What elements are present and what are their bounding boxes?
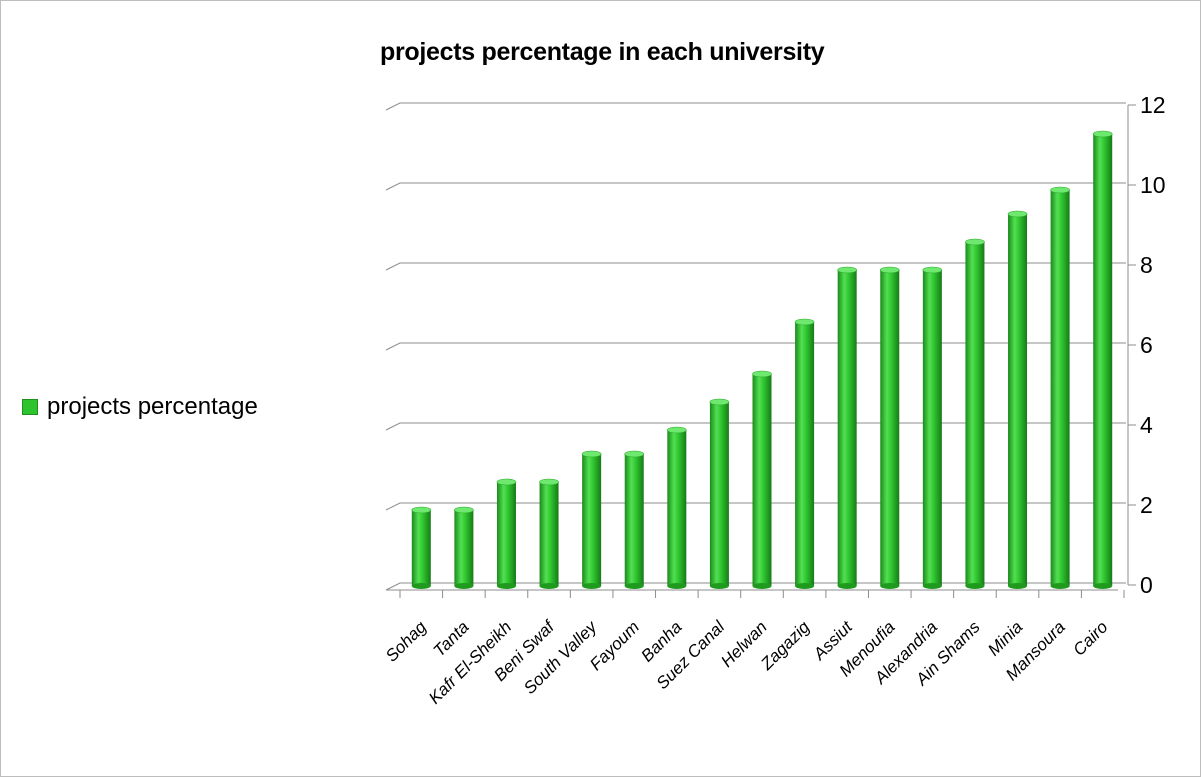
bar-body [539, 482, 559, 586]
bar [752, 370, 772, 589]
bar-body [496, 482, 516, 586]
bar-body [582, 454, 602, 586]
bar-cap [1050, 186, 1070, 194]
bar-cap [752, 370, 772, 378]
gridline [385, 582, 1112, 591]
bar-base [454, 583, 474, 589]
bar-body [411, 510, 431, 586]
bar-body [1008, 214, 1028, 586]
y-tick-label: 4 [1140, 412, 1153, 438]
chart-title: projects percentage in each university [380, 38, 825, 66]
bar-base [1008, 583, 1028, 589]
bar-body [709, 402, 729, 586]
gridline [385, 182, 1112, 191]
gridline [385, 102, 1112, 111]
bar [496, 478, 517, 589]
bar-cap [667, 426, 687, 434]
bar [1092, 130, 1113, 589]
bar-base [582, 583, 602, 589]
bar-cap [1092, 130, 1113, 138]
bar-base [496, 583, 516, 589]
y-tick-label: 10 [1140, 172, 1166, 198]
bar-body [752, 374, 772, 586]
bar-base [539, 583, 559, 589]
legend: projects percentage [22, 393, 258, 421]
gridline [385, 422, 1112, 431]
gridline [385, 502, 1112, 511]
bar-body [795, 322, 815, 586]
y-tick-label: 6 [1140, 332, 1153, 358]
x-tick-label: Sohag [382, 617, 431, 666]
bar-cap [454, 506, 474, 514]
bar-base [795, 583, 815, 589]
bar-base [411, 583, 431, 589]
bar-cap [496, 478, 517, 486]
bar-cap [411, 506, 432, 514]
bar-cap [539, 478, 559, 486]
y-tick-label: 8 [1140, 252, 1153, 278]
bar [879, 266, 900, 589]
y-tick-label: 12 [1140, 92, 1166, 118]
bar-base [709, 583, 729, 589]
legend-swatch [22, 399, 38, 415]
bar-base [752, 583, 772, 589]
bar [922, 266, 943, 589]
bar-base [624, 583, 644, 589]
bar-cap [965, 238, 985, 246]
bar-body [624, 454, 644, 586]
bar [624, 450, 645, 589]
bar-base [965, 583, 985, 589]
bar [454, 506, 474, 589]
bar [539, 478, 559, 589]
bar [794, 318, 815, 589]
bar-base [1093, 583, 1113, 589]
x-tick-label: Cairo [1069, 617, 1111, 659]
bar [411, 506, 432, 589]
bar-body [965, 242, 985, 586]
bar-base [922, 583, 942, 589]
bar-cap [879, 266, 900, 274]
bar-body [1093, 134, 1113, 586]
bar-cap [922, 266, 943, 274]
bar [1050, 186, 1070, 589]
bar-cap [581, 450, 602, 458]
bar-base [837, 583, 857, 589]
bar-base [667, 583, 687, 589]
legend-label: projects percentage [47, 393, 258, 420]
bar [581, 450, 602, 589]
bar-cap [794, 318, 815, 326]
bar-body [454, 510, 474, 586]
bar-cap [624, 450, 645, 458]
bar-body [1050, 190, 1070, 586]
bar [709, 398, 730, 589]
bar [667, 426, 687, 589]
bar-base [1050, 583, 1070, 589]
bar-body [837, 270, 857, 586]
bar-body [922, 270, 942, 586]
bar-base [880, 583, 900, 589]
bar [1007, 210, 1028, 589]
bar [837, 266, 857, 589]
y-tick-label: 0 [1140, 572, 1153, 598]
bar-cap [837, 266, 857, 274]
y-tick-label: 2 [1140, 492, 1153, 518]
gridline [385, 262, 1112, 271]
bar-cap [1007, 210, 1028, 218]
bar [965, 238, 985, 589]
gridline [385, 342, 1112, 351]
bar-body [880, 270, 900, 586]
bar-body [667, 430, 687, 586]
bar-cap [709, 398, 730, 406]
